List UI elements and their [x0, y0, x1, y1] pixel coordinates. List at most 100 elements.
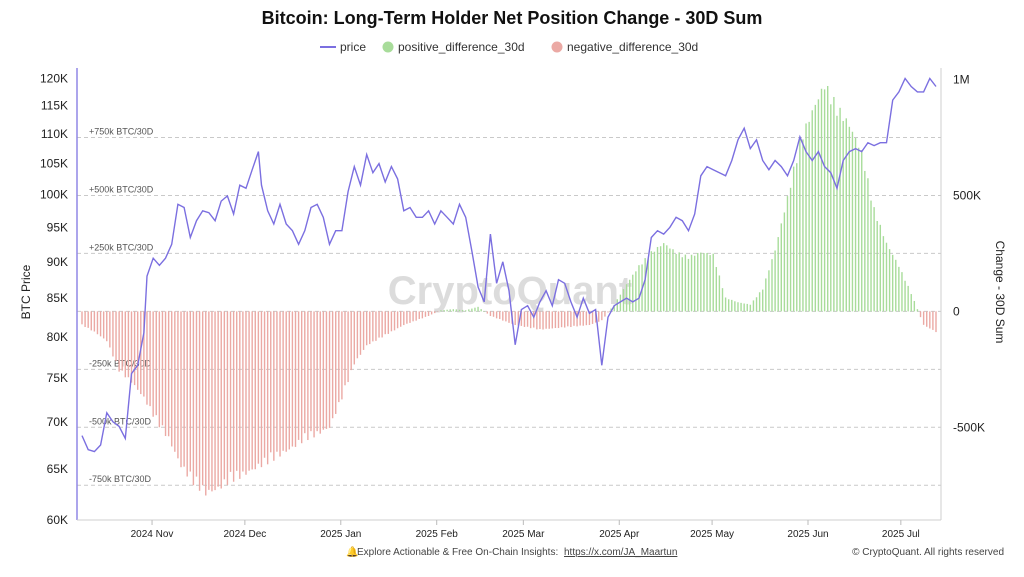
positive-bar: [734, 301, 736, 312]
negative-bar: [177, 311, 179, 459]
positive-bar: [650, 251, 653, 312]
negative-bar: [400, 311, 402, 327]
positive-bar: [709, 255, 711, 312]
legend-positive-label[interactable]: positive_difference_30d: [398, 40, 525, 54]
negative-bar: [919, 311, 922, 318]
positive-bar: [839, 107, 841, 312]
positive-bar: [845, 118, 847, 312]
negative-bar: [378, 311, 380, 338]
footer-insight-text: Explore Actionable & Free On-Chain Insig…: [357, 547, 558, 558]
negative-bar: [217, 311, 219, 487]
positive-bar: [635, 271, 637, 312]
negative-bar: [127, 311, 130, 378]
left-tick-label: 110K: [41, 127, 68, 141]
negative-bar: [226, 311, 229, 485]
negative-bar: [112, 311, 114, 357]
negative-bar: [390, 311, 393, 332]
negative-bar: [99, 311, 102, 337]
positive-bar: [468, 309, 470, 312]
negative-bar: [384, 311, 386, 335]
negative-bar: [183, 311, 185, 467]
positive-bar: [449, 309, 451, 312]
negative-bar: [291, 311, 294, 447]
positive-bar: [669, 248, 671, 312]
legend-price-label[interactable]: price: [340, 40, 366, 54]
positive-bar: [675, 253, 677, 312]
positive-bar: [740, 302, 742, 312]
watermark: CryptoQuant: [388, 269, 632, 313]
negative-bar: [421, 311, 424, 319]
positive-bar: [647, 258, 649, 312]
left-tick-label: 115K: [41, 99, 68, 113]
positive-bar: [746, 303, 748, 312]
negative-bar: [563, 311, 566, 328]
negative-bar: [567, 311, 569, 327]
positive-bar: [672, 249, 674, 312]
positive-bar: [811, 110, 813, 312]
negative-bar: [198, 311, 201, 491]
positive-bar: [666, 245, 668, 312]
positive-bar: [796, 163, 798, 312]
positive-bar: [610, 308, 612, 312]
positive-bar: [857, 147, 860, 312]
footer-link[interactable]: https://x.com/JA_Maartun: [564, 547, 677, 558]
positive-bar: [480, 309, 482, 312]
x-tick-label: 2024 Nov: [131, 529, 174, 540]
negative-bar: [353, 311, 355, 365]
negative-bar: [90, 311, 92, 331]
left-tick-label: 70K: [47, 415, 68, 429]
positive-bar: [455, 309, 458, 312]
negative-bar: [87, 311, 89, 328]
positive-bar: [891, 254, 894, 312]
positive-bar: [474, 307, 476, 312]
negative-bar: [607, 311, 609, 313]
negative-bar: [146, 311, 148, 405]
negative-bar: [545, 311, 547, 329]
positive-bar: [443, 309, 445, 312]
negative-bar: [335, 311, 337, 414]
negative-bar: [254, 311, 256, 470]
positive-bar: [910, 294, 912, 312]
negative-bar: [201, 311, 204, 486]
positive-bar: [851, 131, 854, 312]
right-tick-label: 1M: [953, 73, 970, 87]
negative-bar: [502, 311, 504, 321]
positive-bar: [613, 304, 615, 312]
positive-bar: [440, 310, 442, 312]
positive-bar: [907, 285, 909, 312]
negative-bar: [307, 311, 309, 441]
positive-bar: [814, 104, 817, 312]
negative-bar: [412, 311, 414, 322]
negative-bar: [570, 311, 572, 328]
negative-bar: [316, 311, 318, 432]
negative-bar: [387, 311, 390, 334]
positive-bar: [783, 212, 786, 312]
negative-bar: [118, 311, 120, 372]
positive-bar: [693, 255, 696, 312]
negative-bar: [393, 311, 396, 331]
left-tick-label: 105K: [40, 157, 68, 171]
negative-bar: [929, 311, 931, 329]
negative-bar: [319, 311, 321, 434]
negative-bar: [257, 311, 260, 464]
legend-negative-label[interactable]: negative_difference_30d: [567, 40, 698, 54]
negative-bar: [276, 311, 278, 452]
positive-bar: [619, 294, 622, 312]
negative-bar: [220, 311, 222, 489]
left-axis-ticks: 60K 65K 70K 75K 80K 85K 90K 95K 100K 105K 110K 115K…: [40, 72, 68, 527]
negative-bar: [362, 311, 365, 350]
legend-positive-swatch: [382, 41, 394, 53]
positive-bar: [904, 280, 906, 312]
negative-bar: [245, 311, 247, 475]
negative-bar: [214, 311, 216, 491]
left-tick-label: 65K: [47, 462, 68, 476]
negative-bar: [109, 311, 111, 348]
left-tick-label: 95K: [47, 220, 68, 234]
negative-bar: [533, 311, 535, 328]
negative-bar: [285, 311, 287, 452]
negative-bar: [121, 311, 123, 371]
positive-bar: [901, 272, 903, 312]
positive-bar: [483, 311, 485, 312]
negative-bar: [514, 311, 516, 325]
negative-bar: [536, 311, 538, 330]
